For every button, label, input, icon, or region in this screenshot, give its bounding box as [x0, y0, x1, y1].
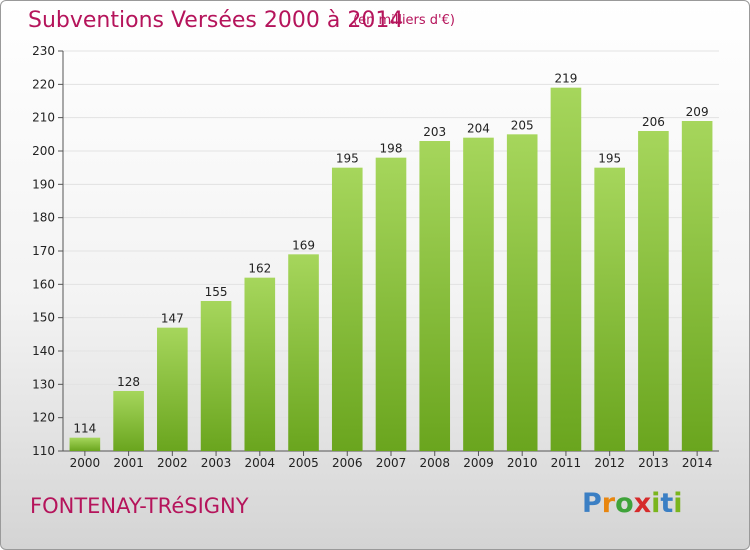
- data-label: 155: [205, 285, 228, 299]
- data-label: 162: [248, 262, 271, 276]
- bar: [681, 121, 713, 451]
- y-tick-label: 190: [32, 177, 55, 191]
- data-label: 195: [336, 152, 359, 166]
- logo-letter: i: [673, 488, 683, 519]
- y-tick-label: 120: [32, 411, 55, 425]
- x-tick-label: 2007: [376, 456, 407, 470]
- bar: [331, 167, 363, 451]
- x-tick-label: 2005: [288, 456, 319, 470]
- bar: [506, 134, 538, 452]
- bar: [200, 301, 232, 451]
- y-tick-label: 160: [32, 277, 55, 291]
- data-label: 203: [423, 125, 446, 139]
- bar: [375, 157, 407, 451]
- x-tick-label: 2012: [594, 456, 625, 470]
- x-tick-label: 2013: [638, 456, 669, 470]
- data-label: 206: [642, 115, 665, 129]
- x-tick-label: 2009: [463, 456, 494, 470]
- bar: [244, 277, 276, 451]
- y-tick-label: 200: [32, 144, 55, 158]
- y-tick-label: 110: [32, 444, 55, 458]
- x-tick-label: 2004: [245, 456, 276, 470]
- data-label: 204: [467, 122, 490, 136]
- x-tick-label: 2000: [70, 456, 101, 470]
- chart-title: Subventions Versées 2000 à 2014: [28, 8, 404, 33]
- data-label: 195: [598, 152, 621, 166]
- data-label: 128: [117, 375, 140, 389]
- data-label: 205: [511, 118, 534, 132]
- bar: [419, 141, 451, 451]
- x-tick-label: 2011: [551, 456, 582, 470]
- y-tick-label: 220: [32, 77, 55, 91]
- bar: [69, 437, 101, 451]
- logo-letter: P: [582, 488, 602, 519]
- logo-letter: o: [615, 488, 634, 519]
- y-tick-label: 180: [32, 211, 55, 225]
- x-tick-label: 2006: [332, 456, 363, 470]
- logo-letter: i: [651, 488, 661, 519]
- bar: [550, 87, 582, 452]
- bar: [288, 254, 319, 451]
- data-label: 198: [380, 142, 403, 156]
- data-label: 219: [554, 72, 577, 86]
- unit-note: (en milliers d'€): [353, 13, 455, 28]
- x-tick-label: 2008: [419, 456, 450, 470]
- city-name: FONTENAY-TRéSIGNY: [30, 494, 249, 518]
- x-tick-label: 2003: [201, 456, 232, 470]
- y-tick-label: 170: [32, 244, 55, 258]
- bar: [157, 327, 188, 451]
- logo-letter: r: [601, 488, 616, 519]
- bar: [463, 137, 494, 451]
- y-tick-label: 130: [32, 377, 55, 391]
- y-tick-label: 210: [32, 111, 55, 125]
- bar: [638, 131, 669, 451]
- data-label: 169: [292, 238, 315, 252]
- x-tick-label: 2010: [507, 456, 538, 470]
- logo-letter: t: [660, 488, 674, 519]
- data-label: 147: [161, 312, 184, 326]
- data-label: 114: [73, 422, 96, 436]
- y-tick-label: 140: [32, 344, 55, 358]
- logo-letter: x: [633, 488, 652, 519]
- y-tick-label: 230: [32, 44, 55, 58]
- x-tick-label: 2001: [113, 456, 144, 470]
- proxiti-logo: Proxiti: [582, 488, 683, 519]
- x-tick-label: 2002: [157, 456, 188, 470]
- data-label: 209: [686, 105, 709, 119]
- bar: [113, 391, 144, 451]
- y-tick-label: 150: [32, 311, 55, 325]
- bar: [594, 167, 625, 451]
- x-tick-label: 2014: [682, 456, 713, 470]
